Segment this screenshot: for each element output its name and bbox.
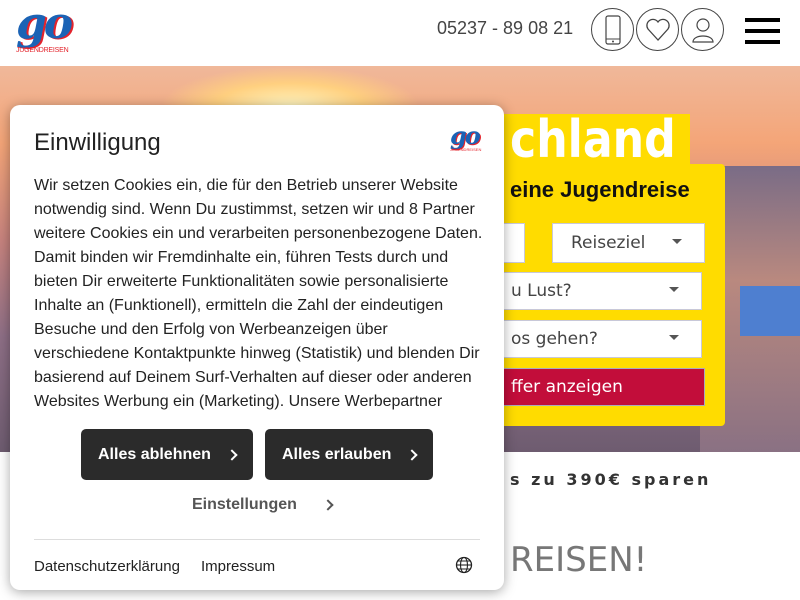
accept-all-label: Alles erlauben	[282, 445, 392, 463]
phone-number[interactable]: 05237 - 89 08 21	[437, 18, 574, 38]
beach-photo-detail	[740, 286, 800, 336]
destination-label: Reiseziel	[571, 233, 646, 253]
site-header: go JUGENDREISEN 05237 - 89 08 21	[0, 0, 800, 66]
interest-label: u Lust?	[511, 281, 572, 301]
show-offers-label: ffer anzeigen	[511, 377, 623, 397]
site-logo[interactable]: go JUGENDREISEN	[16, 0, 76, 60]
hero-title: chland	[510, 110, 676, 170]
consent-body: Wir setzen Cookies ein, die für den Betr…	[34, 177, 483, 410]
reject-all-label: Alles ablehnen	[98, 445, 211, 463]
imprint-link[interactable]: Impressum	[201, 558, 276, 575]
consent-logo-subtitle: JUGENDREISEN	[450, 147, 482, 152]
privacy-policy-link[interactable]: Datenschutzerklärung	[34, 558, 180, 575]
logo-subtitle: JUGENDREISEN	[16, 47, 69, 54]
destination-select[interactable]: Reiseziel	[552, 223, 705, 263]
chevron-right-icon	[322, 499, 334, 511]
reject-all-button[interactable]: Alles ablehnen	[81, 429, 253, 480]
settings-button[interactable]: Einstellungen	[192, 493, 334, 517]
consent-title: Einwilligung	[34, 129, 161, 156]
heart-icon[interactable]	[636, 8, 679, 51]
chevron-right-icon	[406, 448, 418, 461]
divider	[34, 539, 480, 540]
logo-text: go	[16, 0, 73, 49]
date-label: os gehen?	[511, 329, 598, 349]
cookie-consent-dialog: Einwilligung go JUGENDREISEN Wir setzen …	[10, 105, 504, 590]
chevron-right-icon	[226, 448, 238, 461]
accept-all-button[interactable]: Alles erlauben	[265, 429, 433, 480]
consent-logo-text: go	[450, 121, 481, 150]
section-heading: REISEN!	[510, 540, 648, 580]
promo-text: s zu 390€ sparen	[510, 470, 712, 489]
menu-icon[interactable]	[745, 18, 780, 44]
search-title: eine Jugendreise	[510, 177, 690, 202]
settings-label: Einstellungen	[192, 496, 297, 513]
phone-icon[interactable]	[591, 8, 634, 51]
chevron-down-icon	[669, 335, 679, 340]
chevron-down-icon	[672, 239, 682, 244]
globe-icon[interactable]	[455, 556, 473, 579]
chevron-down-icon	[669, 287, 679, 292]
consent-logo: go JUGENDREISEN	[450, 121, 490, 153]
user-icon[interactable]	[681, 8, 724, 51]
